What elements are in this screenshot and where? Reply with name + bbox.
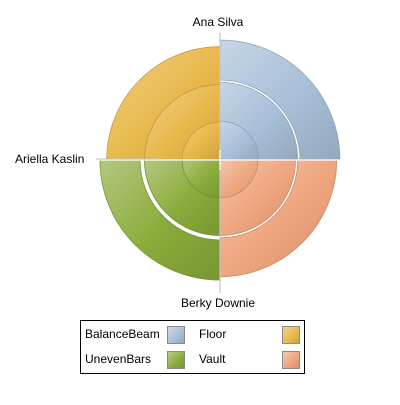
legend: BalanceBeam Floor UnevenBars Vault xyxy=(80,320,305,374)
series-label: Ana Silva xyxy=(193,15,244,29)
legend-item-floor: Floor xyxy=(199,327,226,341)
legend-label: UnevenBars xyxy=(85,352,152,366)
arc-balancebeam-ariella-kaslin xyxy=(219,81,299,161)
legend-label: Floor xyxy=(199,327,227,341)
legend-item-balancebeam: BalanceBeam xyxy=(85,327,160,341)
legend-label: BalanceBeam xyxy=(85,327,160,341)
legend-item-vault: Vault xyxy=(199,352,225,366)
series-label: Berky Downie xyxy=(181,296,255,310)
arcs-layer xyxy=(99,39,341,281)
series-labels: Ana Silva Ariella Kaslin Berky Downie xyxy=(15,15,255,310)
series-label: Ariella Kaslin xyxy=(15,152,84,166)
arc-unevenbars-ariella-kaslin xyxy=(144,159,221,236)
legend-label: Vault xyxy=(199,352,226,366)
arc-vault-ariella-kaslin xyxy=(219,159,296,236)
leader-lines xyxy=(96,33,221,293)
legend-swatch-floor xyxy=(282,326,300,344)
legend-swatch-balancebeam xyxy=(167,326,185,344)
legend-swatch-unevenbars xyxy=(167,351,185,369)
legend-item-unevenbars: UnevenBars xyxy=(85,352,151,366)
legend-swatch-vault xyxy=(282,351,300,369)
